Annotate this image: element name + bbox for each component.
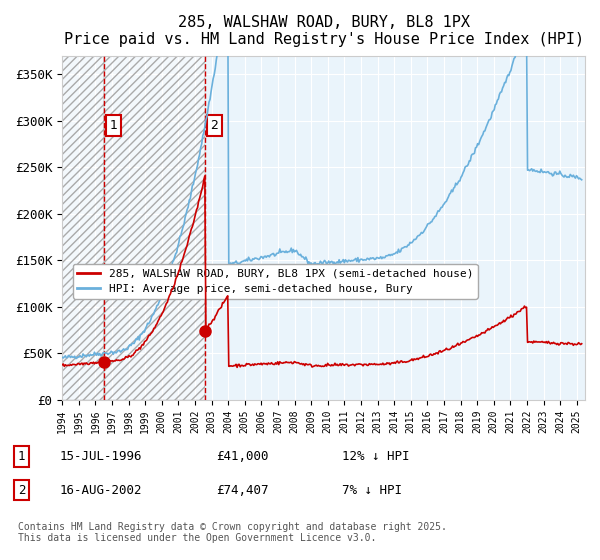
Text: £74,407: £74,407	[216, 483, 269, 497]
Text: 15-JUL-1996: 15-JUL-1996	[60, 450, 143, 463]
Text: £41,000: £41,000	[216, 450, 269, 463]
Legend: 285, WALSHAW ROAD, BURY, BL8 1PX (semi-detached house), HPI: Average price, semi: 285, WALSHAW ROAD, BURY, BL8 1PX (semi-d…	[73, 264, 478, 298]
Text: 2: 2	[210, 119, 218, 132]
Text: 2: 2	[18, 483, 25, 497]
Text: Contains HM Land Registry data © Crown copyright and database right 2025.
This d: Contains HM Land Registry data © Crown c…	[18, 521, 447, 543]
Bar	[104, 55, 205, 400]
Text: 12% ↓ HPI: 12% ↓ HPI	[342, 450, 409, 463]
Title: 285, WALSHAW ROAD, BURY, BL8 1PX
Price paid vs. HM Land Registry's House Price I: 285, WALSHAW ROAD, BURY, BL8 1PX Price p…	[64, 15, 584, 48]
Text: 7% ↓ HPI: 7% ↓ HPI	[342, 483, 402, 497]
Text: 1: 1	[18, 450, 25, 463]
Text: 16-AUG-2002: 16-AUG-2002	[60, 483, 143, 497]
Text: 1: 1	[109, 119, 117, 132]
Bar	[104, 55, 205, 400]
Bar	[62, 55, 104, 400]
Bar	[62, 55, 104, 400]
